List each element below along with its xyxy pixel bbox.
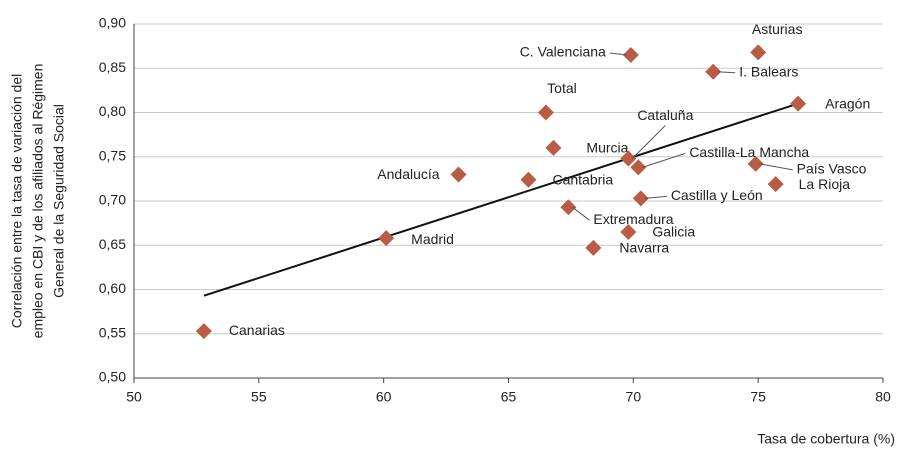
point <box>450 166 467 183</box>
y-tick-label: 0,90 <box>99 15 126 31</box>
point <box>705 63 722 80</box>
point <box>622 46 639 63</box>
y-axis-title: empleo en CBI y de los afiliados al Régi… <box>30 64 46 339</box>
point <box>560 199 577 216</box>
y-axis-title: Correlación entre la tasa de variación d… <box>9 74 25 328</box>
point <box>378 230 395 247</box>
y-tick-label: 0,50 <box>99 369 126 385</box>
point-label: Aragón <box>825 95 870 111</box>
y-tick-label: 0,75 <box>99 147 126 163</box>
x-tick-label: 55 <box>251 389 267 405</box>
point <box>620 223 637 240</box>
point-label: Canarias <box>229 322 285 338</box>
trendline <box>203 101 801 297</box>
point-label: Total <box>547 80 577 96</box>
y-tick-label: 0,60 <box>99 280 126 296</box>
point-label: Murcia <box>586 140 628 156</box>
point-label: Galicia <box>652 224 695 240</box>
point-label: Castilla-La Mancha <box>689 144 809 160</box>
point <box>750 44 767 61</box>
x-tick-label: 60 <box>376 389 392 405</box>
x-tick-label: 75 <box>750 389 766 405</box>
leader-line <box>572 206 590 221</box>
point-label: I. Balears <box>739 63 798 79</box>
point-label: Cataluña <box>637 107 693 123</box>
point <box>747 155 764 172</box>
x-tick-label: 65 <box>501 389 517 405</box>
point-label: País Vasco <box>797 161 867 177</box>
point <box>537 104 554 121</box>
leader-line <box>631 125 666 159</box>
y-tick-label: 0,55 <box>99 324 126 340</box>
point <box>195 323 212 340</box>
x-tick-label: 70 <box>626 389 642 405</box>
leader-line <box>644 195 667 199</box>
point <box>585 239 602 256</box>
x-axis-title: Tasa de cobertura (%) <box>757 431 895 447</box>
leader-line <box>717 71 736 74</box>
point <box>630 159 647 176</box>
point-label: C. Valenciana <box>520 44 606 60</box>
y-tick-label: 0,70 <box>99 192 126 208</box>
y-tick-label: 0,65 <box>99 236 126 252</box>
point <box>790 95 807 112</box>
point-label: Cantabria <box>552 171 613 187</box>
point <box>545 139 562 156</box>
x-tick-label: 50 <box>126 389 142 405</box>
point-label: Andalucía <box>377 166 439 182</box>
leader-line <box>759 163 793 171</box>
point-label: La Rioja <box>799 176 851 192</box>
point <box>767 176 784 193</box>
point-label: Madrid <box>411 231 454 247</box>
point-label: Navarra <box>619 240 669 256</box>
point-label: Extremadura <box>593 211 673 227</box>
point <box>632 190 649 207</box>
point <box>520 171 537 188</box>
point-label: Asturias <box>752 21 803 37</box>
y-axis-title: General de la Seguridad Social <box>51 104 67 298</box>
leader-line <box>642 152 686 168</box>
point-label: Castilla y León <box>671 187 763 203</box>
point <box>620 150 637 167</box>
y-tick-label: 0,80 <box>99 103 126 119</box>
x-tick-label: 80 <box>875 389 891 405</box>
leader-line <box>609 52 627 56</box>
y-tick-label: 0,85 <box>99 59 126 75</box>
